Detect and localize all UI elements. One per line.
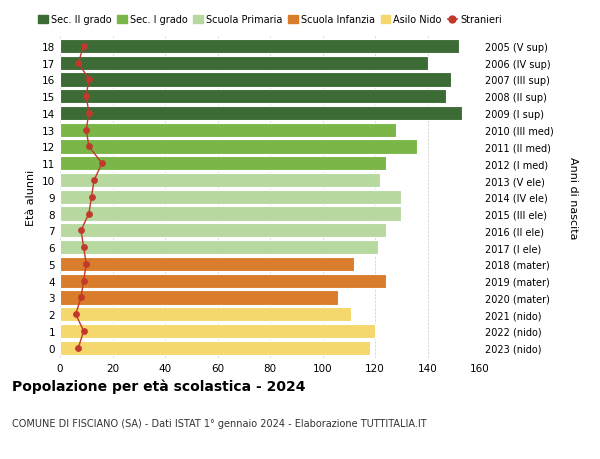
Point: [79, 244, 88, 251]
Point: [71, 311, 80, 318]
Y-axis label: Anni di nascita: Anni di nascita: [568, 156, 577, 239]
Point: [84, 144, 94, 151]
Bar: [60, 257, 354, 271]
Bar: [60, 308, 352, 322]
Bar: [60, 90, 446, 104]
Bar: [60, 123, 396, 138]
Text: Popolazione per età scolastica - 2024: Popolazione per età scolastica - 2024: [12, 379, 305, 393]
Bar: [60, 56, 427, 71]
Point: [82, 127, 91, 134]
Bar: [60, 341, 370, 355]
Point: [97, 160, 107, 168]
Bar: [60, 224, 386, 238]
Point: [79, 43, 88, 50]
Point: [79, 328, 88, 335]
Bar: [60, 157, 386, 171]
Bar: [60, 190, 401, 204]
Bar: [60, 274, 386, 288]
Point: [84, 77, 94, 84]
Text: COMUNE DI FISCIANO (SA) - Dati ISTAT 1° gennaio 2024 - Elaborazione TUTTITALIA.I: COMUNE DI FISCIANO (SA) - Dati ISTAT 1° …: [12, 418, 427, 428]
Bar: [60, 241, 377, 255]
Bar: [60, 207, 401, 221]
Y-axis label: Età alunni: Età alunni: [26, 169, 37, 225]
Bar: [60, 174, 380, 188]
Point: [74, 60, 83, 67]
Point: [84, 110, 94, 118]
Point: [82, 93, 91, 101]
Bar: [60, 324, 375, 338]
Point: [74, 344, 83, 352]
Point: [84, 210, 94, 218]
Point: [76, 294, 86, 302]
Bar: [60, 291, 338, 305]
Point: [76, 227, 86, 235]
Bar: [60, 106, 461, 121]
Point: [89, 177, 99, 185]
Bar: [60, 140, 417, 154]
Bar: [60, 73, 451, 87]
Point: [82, 261, 91, 268]
Point: [79, 277, 88, 285]
Point: [86, 194, 96, 201]
Bar: [60, 39, 459, 54]
Legend: Sec. II grado, Sec. I grado, Scuola Primaria, Scuola Infanzia, Asilo Nido, Stran: Sec. II grado, Sec. I grado, Scuola Prim…: [38, 16, 502, 25]
